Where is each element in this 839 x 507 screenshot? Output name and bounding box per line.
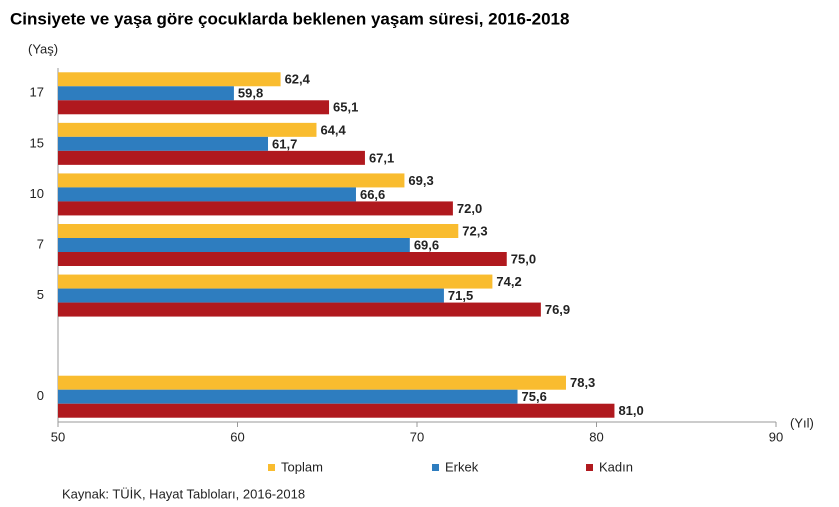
value-label: 75,0	[511, 251, 536, 266]
value-label: 67,1	[369, 150, 394, 165]
source: Kaynak: TÜİK, Hayat Tabloları, 2016-2018	[62, 486, 305, 501]
value-label: 64,4	[320, 122, 346, 137]
value-label: 66,6	[360, 187, 385, 202]
x-tick-label: 50	[51, 429, 65, 444]
bar	[58, 100, 330, 115]
value-label: 72,3	[462, 223, 487, 238]
bar	[58, 122, 317, 137]
y-tick-label: 15	[30, 135, 44, 150]
y-axis-label: (Yaş)	[28, 41, 58, 56]
value-label-bg	[445, 289, 482, 302]
legend-swatch	[586, 464, 593, 471]
bar	[58, 389, 518, 404]
value-label-bg	[454, 202, 491, 215]
value-label-bg	[567, 376, 604, 389]
value-label-bg	[406, 174, 443, 187]
bar	[58, 288, 444, 303]
value-label: 76,9	[545, 302, 570, 317]
value-label-bg	[494, 275, 531, 288]
bar	[58, 252, 507, 266]
bar	[58, 187, 356, 202]
legend-label: Erkek	[445, 459, 479, 474]
value-label: 59,8	[238, 86, 263, 101]
value-label-bg	[508, 253, 545, 265]
bar	[58, 86, 234, 101]
value-label: 69,6	[414, 237, 439, 252]
value-label: 62,4	[285, 72, 311, 87]
legend-swatch	[432, 464, 439, 471]
legend-label: Toplam	[281, 459, 323, 474]
bar	[58, 173, 405, 188]
bar	[58, 238, 410, 252]
y-tick-label: 10	[30, 186, 44, 201]
value-label-bg	[282, 73, 319, 86]
bar	[58, 136, 269, 151]
chart-title: Cinsiyete ve yaşa göre çocuklarda beklen…	[10, 9, 569, 28]
y-tick-label: 5	[37, 287, 44, 302]
value-label-bg	[616, 404, 653, 417]
value-label: 78,3	[570, 375, 595, 390]
y-tick-label: 0	[37, 388, 44, 403]
bar	[58, 274, 493, 289]
bar	[58, 302, 541, 317]
value-label-bg	[411, 239, 448, 251]
value-label: 81,0	[618, 403, 643, 418]
value-label: 74,2	[496, 274, 521, 289]
bar	[58, 72, 281, 87]
value-label: 75,6	[522, 389, 547, 404]
bar	[58, 150, 365, 165]
y-tick-label: 17	[30, 85, 44, 100]
y-tick-label: 7	[37, 236, 44, 251]
value-label-bg	[460, 225, 497, 237]
value-label: 71,5	[448, 288, 473, 303]
legend-label: Kadın	[599, 459, 633, 474]
value-label: 72,0	[457, 201, 482, 216]
bar	[58, 201, 453, 216]
value-label-bg	[318, 123, 355, 136]
bar	[58, 375, 566, 390]
value-label-bg	[542, 303, 579, 316]
value-label-bg	[270, 137, 307, 150]
x-axis-label: (Yıl)	[790, 415, 814, 430]
value-label-bg	[235, 87, 272, 100]
x-tick-label: 70	[410, 429, 424, 444]
value-label: 61,7	[272, 136, 297, 151]
x-tick-label: 60	[230, 429, 244, 444]
bar	[58, 403, 615, 418]
x-tick-label: 80	[589, 429, 603, 444]
bar	[58, 224, 459, 238]
x-tick-label: 90	[769, 429, 783, 444]
value-label-bg	[331, 101, 368, 114]
value-label-bg	[366, 151, 403, 164]
value-label: 65,1	[333, 100, 358, 115]
legend-swatch	[268, 464, 275, 471]
value-label-bg	[357, 188, 394, 201]
value-label: 69,3	[408, 173, 433, 188]
value-label-bg	[519, 390, 556, 403]
